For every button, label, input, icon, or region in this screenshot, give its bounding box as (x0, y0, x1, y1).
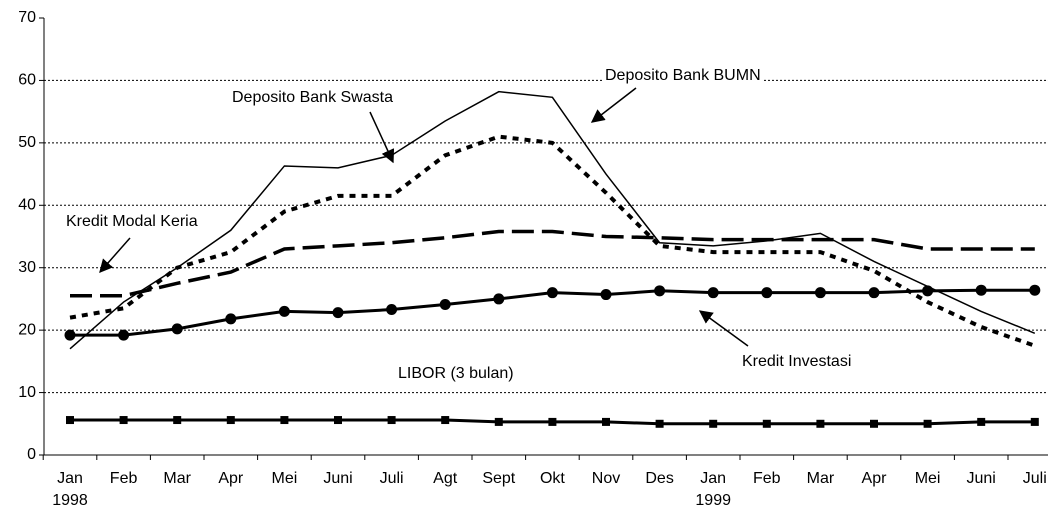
x-tick-label: Apr (218, 470, 244, 487)
x-tick-label: Jan 1999 (695, 470, 731, 509)
annotation: Kredit Modal Keria (66, 213, 198, 230)
y-tick-label: 30 (18, 259, 36, 276)
marker (870, 419, 878, 428)
x-tick-label: Mei (271, 470, 298, 487)
annotation: Kredit Investasi (742, 353, 851, 370)
marker (66, 416, 74, 425)
annotation: LIBOR (3 bulan) (398, 365, 514, 382)
series-line (70, 229, 1035, 298)
marker (709, 419, 718, 428)
marker (493, 293, 505, 305)
marker (119, 416, 128, 425)
marker (762, 419, 771, 428)
marker (602, 417, 610, 426)
x-tick-label: Juni (966, 470, 996, 487)
marker (600, 289, 612, 301)
y-tick-label: 60 (18, 72, 36, 89)
marker (226, 416, 235, 425)
x-tick-label: Sept (482, 470, 516, 487)
marker (386, 304, 398, 316)
x-tick-label: Nov (591, 470, 621, 487)
x-tick-label: Apr (861, 470, 887, 487)
annotation: Deposito Bank Swasta (232, 89, 393, 106)
marker (975, 284, 987, 296)
marker (171, 323, 183, 335)
marker (387, 416, 396, 425)
x-tick-label: Feb (753, 470, 781, 487)
y-tick-label: 10 (18, 384, 36, 401)
marker (546, 287, 558, 299)
marker (707, 287, 719, 299)
marker (922, 285, 934, 297)
y-tick-label: 20 (18, 321, 36, 338)
marker (814, 287, 826, 299)
annotation-bg (396, 364, 516, 384)
marker (923, 419, 932, 428)
marker (868, 287, 880, 299)
marker (548, 417, 557, 426)
x-tick-label: Mar (163, 470, 191, 487)
annotation-bg (740, 352, 854, 372)
x-tick-label: Juli (1022, 470, 1047, 487)
x-tick-label: Feb (109, 470, 138, 487)
marker (655, 419, 664, 428)
annotation-bg (603, 66, 763, 86)
annotation-bg (64, 212, 200, 232)
annotation-arrow (590, 87, 637, 123)
marker (334, 416, 342, 425)
y-tick-label: 40 (18, 197, 36, 214)
series-line (69, 134, 1036, 348)
x-tick-label: Mei (914, 470, 941, 487)
annotation-arrow (698, 310, 749, 347)
marker (1030, 417, 1039, 426)
marker (118, 329, 130, 341)
marker (225, 313, 237, 325)
y-tick-label: 0 (27, 446, 36, 463)
marker (441, 416, 450, 425)
marker (654, 285, 666, 297)
x-tick-label: Des (645, 470, 674, 487)
marker (761, 287, 773, 299)
x-tick-label: Jan 1998 (52, 470, 88, 509)
marker (494, 417, 503, 426)
x-tick-label: Agt (433, 470, 458, 487)
marker (278, 305, 290, 317)
annotation: Deposito Bank BUMN (605, 67, 761, 84)
y-tick-label: 70 (18, 9, 36, 26)
marker (173, 416, 182, 425)
series-line (69, 90, 1036, 350)
marker (1029, 284, 1041, 296)
marker (439, 299, 451, 311)
marker (64, 329, 76, 341)
x-tick-label: Juli (379, 470, 404, 487)
annotation-arrow (99, 237, 131, 274)
marker (280, 416, 289, 425)
marker (977, 417, 986, 426)
x-tick-label: Okt (539, 470, 565, 487)
annotation-bg (230, 88, 396, 108)
marker (332, 307, 344, 319)
y-tick-label: 50 (18, 134, 36, 151)
x-tick-label: Mar (806, 470, 835, 487)
marker (816, 419, 825, 428)
annotation-arrow (369, 111, 395, 164)
x-tick-label: Juni (323, 470, 353, 487)
